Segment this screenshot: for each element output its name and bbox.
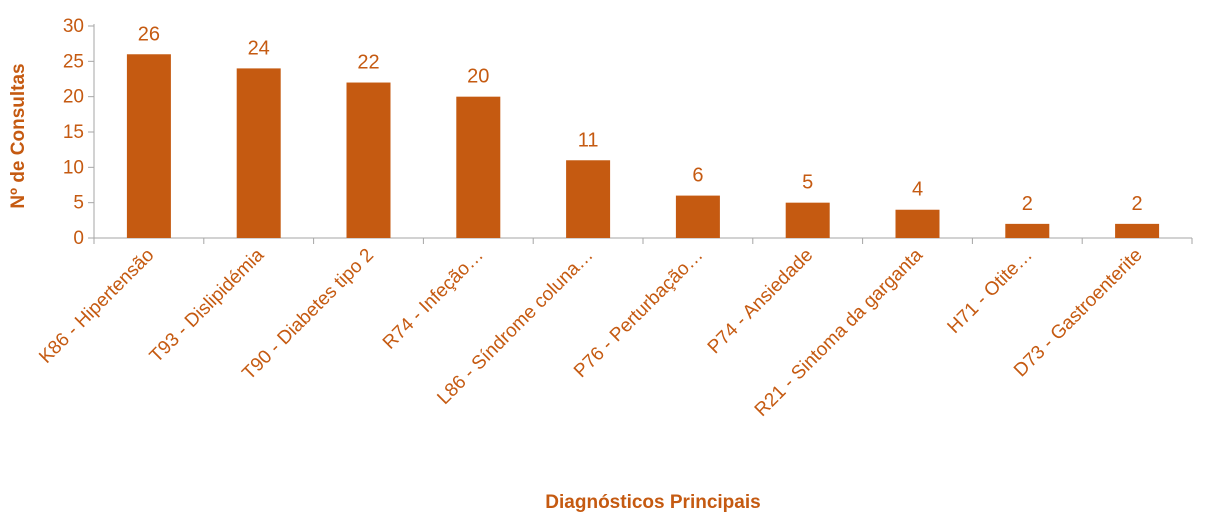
data-label: 4: [912, 179, 923, 201]
data-label: 22: [357, 52, 379, 74]
data-label: 20: [467, 66, 489, 88]
y-tick-label: 0: [73, 228, 84, 249]
y-tick-label: 10: [63, 157, 84, 178]
bar: [675, 195, 720, 238]
bar: [1005, 223, 1050, 238]
category-label: H71 - Otite…: [944, 245, 1037, 338]
data-label: 11: [578, 129, 599, 151]
category-label: K86 - Hipertensão: [35, 245, 158, 368]
y-tick-label: 25: [63, 51, 84, 72]
x-axis-title: Diagnósticos Principais: [545, 492, 760, 513]
category-label: T93 - Dislipidémia: [146, 244, 269, 367]
bar: [236, 68, 281, 239]
y-axis-title: Nº de Consultas: [8, 63, 29, 208]
data-label: 2: [1132, 193, 1143, 215]
y-tick-label: 15: [63, 122, 84, 143]
y-tick-label: 20: [63, 87, 84, 108]
y-tick-label: 5: [73, 193, 84, 214]
bar: [1115, 223, 1160, 238]
bar: [895, 209, 940, 238]
data-label: 6: [692, 165, 703, 187]
data-label: 24: [248, 37, 270, 59]
y-tick-label: 30: [63, 16, 84, 37]
bar: [126, 54, 171, 239]
bar: [346, 82, 391, 239]
data-label: 2: [1022, 193, 1033, 215]
bar: [566, 160, 611, 238]
bar: [456, 96, 501, 239]
category-label: R74 - Infeção…: [379, 245, 488, 354]
bars-layer: [126, 54, 1160, 239]
bar: [785, 202, 830, 238]
data-label: 26: [138, 23, 160, 45]
category-label: P74 - Ansiedade: [704, 245, 817, 358]
data-label: 5: [802, 172, 813, 194]
